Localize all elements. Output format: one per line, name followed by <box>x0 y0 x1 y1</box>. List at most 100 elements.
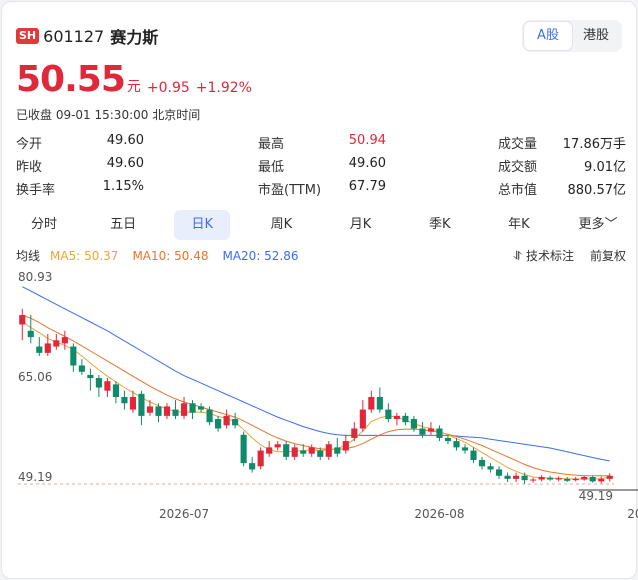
candle <box>368 390 375 413</box>
stat-low: 最低 49.60 <box>258 156 386 175</box>
candle <box>257 447 264 470</box>
candle-body <box>521 475 528 481</box>
stat-prev-close: 昨收 49.60 <box>16 156 144 175</box>
candle <box>87 368 94 391</box>
candle <box>478 456 486 470</box>
ma10-line <box>22 314 610 477</box>
candle <box>197 403 205 413</box>
stock-header: SH 601127 赛力斯 <box>16 24 158 48</box>
candle-body <box>504 475 511 479</box>
stats-row: 换手率 1.15% 市盈(TTM) 67.79 总市值 880.57亿 <box>16 177 626 200</box>
stat-value: 9.01亿 <box>584 160 626 175</box>
forward-adjust-button[interactable]: 前复权 <box>589 249 626 263</box>
market-tab-a-share[interactable]: A股 <box>524 22 572 50</box>
candle-body <box>359 409 366 429</box>
candle <box>78 359 85 375</box>
candle <box>172 400 179 420</box>
candle <box>564 477 571 483</box>
candle <box>163 403 171 420</box>
candle-body <box>317 450 324 457</box>
candle-body <box>138 393 145 416</box>
candle-body <box>513 475 520 479</box>
candlestick-chart[interactable]: 80.93 65.06 49.19 2026-07 2026-08 2026-09 49.1… <box>2 272 638 532</box>
candle <box>129 390 137 413</box>
tab-more[interactable]: 更多﹀ <box>578 217 618 232</box>
y-tick-label: 80.93 <box>18 272 52 284</box>
x-tick-label: 2026-08 <box>414 507 464 521</box>
candle <box>410 415 417 432</box>
candle <box>300 444 307 457</box>
candle <box>555 476 562 482</box>
candle-body <box>172 409 179 416</box>
tab-yearly-k[interactable]: 年K <box>508 217 530 232</box>
candle-body <box>308 447 315 454</box>
tab-monthly-k[interactable]: 月K <box>349 217 372 232</box>
tab-weekly-k[interactable]: 周K <box>270 217 293 232</box>
stats-row: 昨收 49.60 最低 49.60 成交额 9.01亿 <box>16 154 626 177</box>
candle-body <box>589 477 596 482</box>
candle-body <box>240 434 247 464</box>
candle <box>53 333 60 350</box>
tab-daily-k[interactable]: 日K <box>174 210 231 240</box>
stats-grid: 今开 49.60 最高 50.94 成交量 17.86万手 昨收 49.60 最低 49.… <box>16 131 626 200</box>
candle-body <box>495 469 503 476</box>
candle <box>572 477 579 482</box>
candle-body <box>95 378 102 388</box>
candle-body <box>155 406 162 416</box>
candle-body <box>19 315 26 325</box>
tech-annotation-button[interactable]: ⥯ 技术标注 <box>513 247 574 264</box>
candle-body <box>598 478 605 482</box>
candle <box>180 396 188 420</box>
candle-body <box>257 450 264 467</box>
stat-high: 最高 50.94 <box>258 133 386 152</box>
candle-body <box>461 447 469 451</box>
stat-label: 总市值 <box>498 183 538 198</box>
candle-body <box>530 479 537 481</box>
price-change-pct: +1.92% <box>195 80 252 96</box>
candle <box>70 343 77 372</box>
stat-open: 今开 49.60 <box>16 133 144 152</box>
candle <box>104 378 111 397</box>
tech-annotation-icon: ⥯ <box>513 249 526 263</box>
candle <box>436 425 443 442</box>
candle <box>385 403 392 423</box>
candle-body <box>129 396 137 410</box>
candle <box>61 330 68 350</box>
candle-body <box>189 403 196 413</box>
candle <box>215 415 222 432</box>
market-tab-hk-share[interactable]: 港股 <box>582 28 609 43</box>
candle <box>283 441 290 460</box>
candle <box>232 412 239 429</box>
candle-body <box>215 419 222 429</box>
candle <box>470 447 477 464</box>
stat-pe-ttm: 市盈(TTM) 67.79 <box>258 179 386 198</box>
candle-body <box>146 406 154 413</box>
price-unit: 元 <box>126 79 141 95</box>
candle <box>317 447 324 460</box>
stat-label: 成交量 <box>498 137 538 152</box>
candle <box>342 434 349 454</box>
ma20-value: MA20: 52.86 <box>222 248 299 263</box>
candle-body <box>368 396 375 410</box>
stat-value: 49.60 <box>106 133 144 148</box>
stock-code: 601127 <box>43 26 105 46</box>
candle-body <box>487 466 494 470</box>
candle-body <box>283 444 290 457</box>
ma5-value: MA5: 50.37 <box>50 248 119 263</box>
candle-body <box>538 477 545 480</box>
stat-value: 67.79 <box>348 179 386 194</box>
candle <box>223 409 230 429</box>
candle-body <box>453 441 460 448</box>
candle <box>189 400 196 420</box>
candle-body <box>478 459 486 467</box>
exchange-badge: SH <box>16 28 40 44</box>
tab-five-day[interactable]: 五日 <box>110 217 137 232</box>
stat-label: 最低 <box>258 160 285 175</box>
tab-quarterly-k[interactable]: 季K <box>428 217 451 232</box>
stat-label: 换手率 <box>16 183 56 198</box>
y-tick-label: 65.06 <box>18 370 52 384</box>
ma20-line <box>22 286 610 462</box>
tab-intraday[interactable]: 分时 <box>30 217 57 232</box>
candle-body <box>410 419 417 429</box>
